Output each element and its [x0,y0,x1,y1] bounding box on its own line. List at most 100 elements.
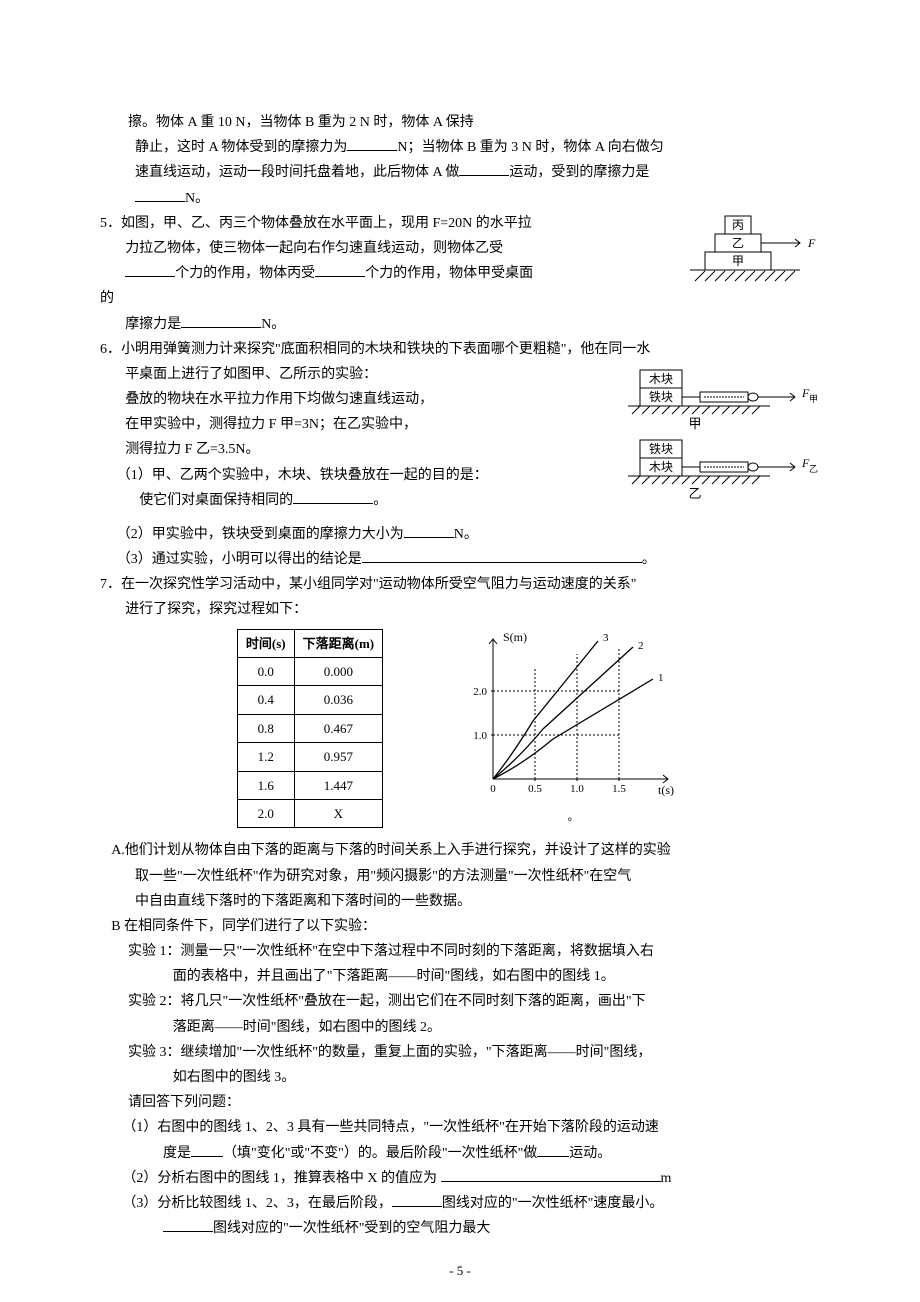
blank[interactable] [404,523,454,538]
th-time: 时间(s) [237,629,294,657]
q4-l3a: 速直线运动，运动一段时间托盘着地，此后物体 A 做 [135,165,459,180]
fig5-top: 丙 [732,218,744,232]
fig6-bot-force-sub: 乙 [809,464,818,474]
q4-l2a: 静止，这时 A 物体受到的摩擦力为 [135,140,347,155]
table-header-row: 时间(s) 下落距离(m) [237,629,382,657]
q7-B1b: 面的表格中，并且画出了"下落距离——时间"图线，如右图中的图线 1。 [100,964,820,989]
q4-l3b: 运动，受到的摩擦力是 [509,165,649,180]
figure-q5: 丙 乙 甲 F [670,211,820,301]
q7-Q2: （2）分析右图中的图线 1，推算表格中 X 的值应为 m [100,1166,820,1191]
table-row: 1.20.957 [237,743,382,771]
table-cell: 0.036 [294,686,383,714]
table-cell: 0.0 [237,658,294,686]
q5-l3b: 个力的作用，物体甲受桌面 [365,266,533,281]
q4-line2: 静止，这时 A 物体受到的摩擦力为N；当物体 B 重为 3 N 时，物体 A 向… [100,135,820,160]
q6-p2: （2）甲实验中，铁块受到桌面的摩擦力大小为N。 [100,522,820,547]
fig5-bot: 甲 [732,254,744,268]
q7-Q1b-c: 运动。 [569,1146,611,1161]
fig5-mid: 乙 [732,236,744,250]
figure-q6: 木块 铁块 F 甲 甲 铁块 [620,362,820,522]
fig6-bot-upper: 铁块 [649,442,673,456]
q4-line3: 速直线运动，运动一段时间托盘着地，此后物体 A 做 运动，受到的摩擦力是 [100,160,820,185]
q7-A2: 取一些"一次性纸杯"作为研究对象，用"频闪摄影"的方法测量"一次性纸杯"在空气 [100,864,820,889]
ylabel: S(m) [503,630,527,644]
table-cell: 2.0 [237,799,294,827]
xtick0: 0 [490,783,496,795]
q7-Q1b: 度是 （填"变化"或"不变"）的。最后阶段"一次性纸杯"做 运动。 [100,1141,820,1166]
table-cell: 1.2 [237,743,294,771]
q7-chart: 1.0 2.0 0 0.5 1.0 1.5 1 [463,629,683,799]
blank[interactable] [459,161,509,176]
blank[interactable] [537,1142,569,1157]
blank[interactable] [163,1217,213,1232]
blank[interactable] [191,1142,223,1157]
table-cell: 0.957 [294,743,383,771]
q7-Q3a-line: （3）分析比较图线 1、2、3，在最后阶段，图线对应的"一次性纸杯"速度最小。 [100,1191,820,1216]
q4-line4: N。 [100,186,820,211]
xtick2: 1.0 [570,783,584,795]
blank[interactable] [181,313,261,328]
q7-l2: 进行了探究，探究过程如下： [100,597,820,622]
q6-p2a: （2）甲实验中，铁块受到桌面的摩擦力大小为 [117,527,404,542]
blank[interactable] [315,262,365,277]
fig6-bot-lower: 木块 [649,460,673,474]
fig6-top-lower: 铁块 [649,390,673,404]
blank[interactable] [125,262,175,277]
q7-Q3c-line: 图线对应的"一次性纸杯"受到的空气阻力最大 [100,1216,820,1241]
q6-p3a: （3）通过实验，小明可以得出的结论是 [117,552,362,567]
xtick3: 1.5 [612,783,626,795]
q7-B0: B 在相同条件下，同学们进行了以下实验： [100,914,820,939]
blank[interactable] [293,489,373,504]
q7-Q0: 请回答下列问题： [100,1090,820,1115]
chart-suffix: 。 [463,808,683,828]
blank[interactable] [347,136,397,151]
table-cell: 1.6 [237,771,294,799]
line2-label: 2 [638,640,644,652]
ytick2: 2.0 [473,686,487,698]
ytick1: 1.0 [473,730,487,742]
q7-l1: 7．在一次探究性学习活动中，某小组同学对"运动物体所受空气阻力与运动速度的关系" [100,572,820,597]
fig6-top-upper: 木块 [649,372,673,386]
q7-A1: A.他们计划从物体自由下落的距离与下落的时间关系上入手进行探究，并设计了这样的实… [100,838,820,863]
q5-l5a: 摩擦力是 [125,317,181,332]
fig6-top-force-sub: 甲 [809,394,818,404]
q7-Q2a: （2）分析右图中的图线 1，推算表格中 X 的值应为 [122,1171,437,1186]
blank[interactable] [441,1167,661,1182]
xlabel: t(s) [658,783,674,797]
q7-Q3c: 图线对应的"一次性纸杯"受到的空气阻力最大 [213,1221,490,1236]
q4-line1: 擦。物体 A 重 10 N，当物体 B 重为 2 N 时，物体 A 保持 [100,110,820,135]
q7-B2a: 实验 2：将几只"一次性纸杯"叠放在一起，测出它们在不同时刻下落的距离，画出"下 [100,989,820,1014]
table-row: 0.40.036 [237,686,382,714]
table-row: 0.80.467 [237,714,382,742]
q7-Q1a: （1）右图中的图线 1、2、3 具有一些共同特点，"一次性纸杯"在开始下落阶段的… [100,1115,820,1140]
q7-Q3b: 图线对应的"一次性纸杯"速度最小。 [442,1196,663,1211]
q7-Q1b-b: （填"变化"或"不变"）的。最后阶段"一次性纸杯"做 [223,1146,537,1161]
table-row: 0.00.000 [237,658,382,686]
blank[interactable] [135,187,185,202]
q5-l5: 摩擦力是 N。 [100,312,820,337]
q7-B1a: 实验 1：测量一只"一次性纸杯"在空中下落过程中不同时刻的下落距离，将数据填入右 [100,939,820,964]
q6-p3b: 。 [642,552,656,567]
q6-l1: 6．小明用弹簧测力计来探究"底面积相同的木块和铁块的下表面哪个更粗糙"，他在同一… [100,337,820,362]
q7-table-chart-row: 时间(s) 下落距离(m) 0.00.0000.40.0360.80.4671.… [100,629,820,829]
q5-l5b: N。 [261,317,285,332]
fig6-bot-label: 乙 [688,486,701,501]
xtick1: 0.5 [528,783,542,795]
blank[interactable] [362,548,642,563]
table-cell: 0.4 [237,686,294,714]
q7-A3: 中自由直线下落时的下落距离和下落时间的一些数据。 [100,889,820,914]
table-cell: 1.447 [294,771,383,799]
q6-p1c: 。 [373,493,387,508]
page-number: - 5 - [0,1259,920,1282]
q7-table: 时间(s) 下落距离(m) 0.00.0000.40.0360.80.4671.… [237,629,383,829]
line3-label: 3 [603,632,609,644]
blank[interactable] [392,1192,442,1207]
q7-Q1b-a: 度是 [163,1146,191,1161]
fig5-force: F [807,236,816,250]
table-cell: 0.8 [237,714,294,742]
q6-p1b-t: 使它们对桌面保持相同的 [139,493,293,508]
q7-B3a: 实验 3：继续增加"一次性纸杯"的数量，重复上面的实验，"下落距离——时间"图线… [100,1040,820,1065]
q7-Q2b: m [661,1171,672,1186]
q7-B3b: 如右图中的图线 3。 [100,1065,820,1090]
q4-l4: N。 [185,191,209,206]
